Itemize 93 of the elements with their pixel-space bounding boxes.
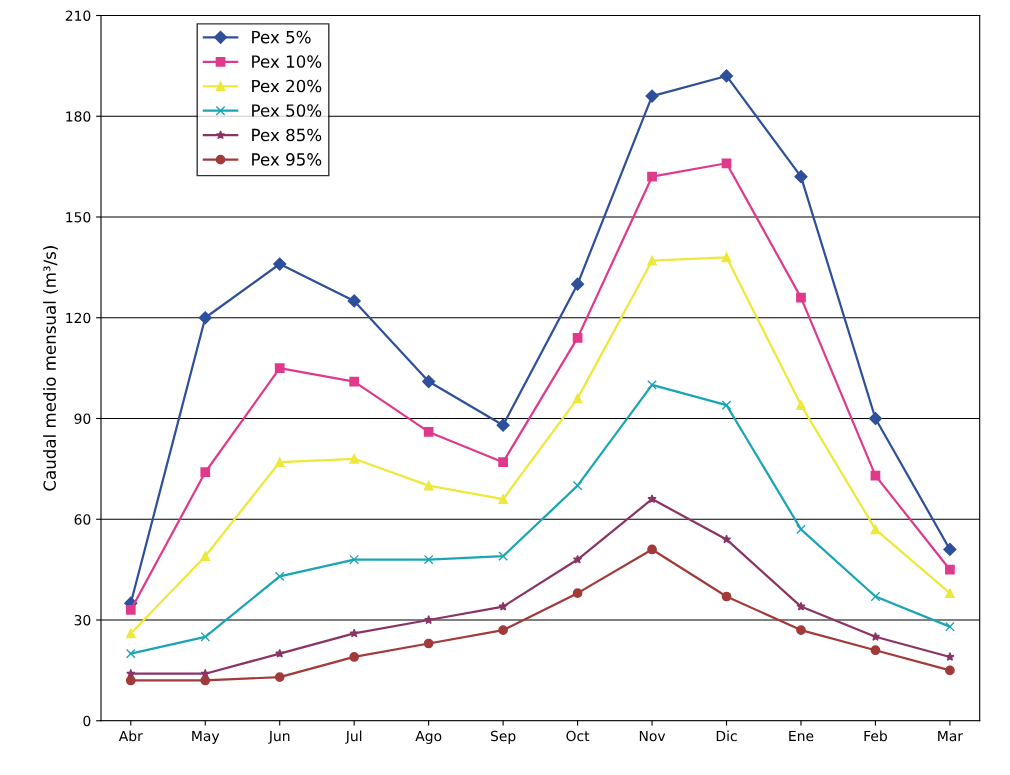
x-tick-label: Mar	[938, 730, 964, 742]
x-tick-label: Ene	[789, 730, 814, 742]
x-tick-label: Ago	[415, 730, 442, 744]
x-tick-label: Jul	[345, 730, 362, 744]
point	[719, 69, 734, 83]
point	[647, 255, 657, 266]
point	[349, 554, 360, 565]
point	[349, 376, 360, 387]
point	[498, 551, 508, 562]
x-tick-label: Sep	[490, 730, 516, 744]
point	[647, 171, 657, 182]
point	[125, 605, 136, 615]
x-tick-label: Abr	[118, 730, 143, 742]
point	[200, 467, 211, 478]
x-tick-label: Oct	[566, 730, 590, 742]
y-tick-label: 210	[65, 10, 91, 21]
point	[349, 652, 360, 662]
y-tick-label: 30	[74, 614, 91, 626]
point	[274, 672, 285, 682]
point	[200, 675, 211, 686]
point	[570, 277, 585, 291]
point	[796, 292, 806, 303]
point	[349, 453, 360, 464]
point	[647, 494, 657, 504]
point	[273, 257, 287, 271]
point	[275, 648, 285, 658]
point	[200, 551, 211, 562]
y-tick-label: 180	[66, 111, 91, 122]
point	[870, 524, 881, 535]
y-tick-label: 150	[66, 211, 91, 223]
point	[945, 621, 955, 632]
point	[945, 564, 955, 575]
point	[125, 628, 136, 639]
point	[870, 631, 881, 641]
point	[496, 418, 510, 432]
point	[572, 554, 583, 564]
y-tick-label: 0	[83, 715, 91, 727]
point	[572, 333, 583, 343]
point	[422, 374, 436, 389]
x-tick-label: Nov	[639, 730, 666, 742]
point	[423, 615, 434, 625]
legend-label: Pex 20%	[252, 79, 322, 93]
point	[498, 625, 508, 635]
point	[498, 494, 508, 504]
point	[347, 294, 361, 308]
point	[721, 534, 732, 544]
point	[796, 524, 806, 535]
point	[945, 665, 955, 676]
point	[572, 480, 583, 491]
point	[943, 542, 957, 557]
legend-label: Pex 10%	[252, 55, 322, 68]
point	[572, 588, 583, 598]
legend-label: Pex 95%	[252, 153, 322, 166]
y-tick-label: 90	[74, 413, 91, 424]
point	[274, 457, 285, 468]
y-tick-label: 120	[66, 312, 91, 324]
point	[868, 411, 883, 426]
point	[198, 311, 212, 325]
point	[721, 400, 732, 410]
point	[423, 638, 434, 649]
point	[645, 89, 659, 103]
point	[423, 480, 434, 491]
point	[945, 588, 955, 598]
x-tick-label: May	[192, 730, 220, 744]
point	[796, 400, 806, 410]
point	[721, 252, 732, 263]
point	[274, 363, 285, 373]
point	[796, 625, 806, 635]
legend-label: Pex 5%	[252, 30, 311, 44]
y-axis-title: Caudal medio mensual (m³/s)	[43, 246, 58, 491]
x-tick-label: Dic	[716, 730, 737, 742]
point	[200, 631, 211, 642]
point	[274, 571, 285, 582]
x-tick-label: Jun	[268, 730, 290, 744]
point	[349, 628, 359, 638]
point	[945, 652, 955, 662]
point	[423, 554, 434, 565]
point	[721, 591, 732, 602]
point	[794, 170, 808, 184]
point	[498, 457, 508, 468]
point	[870, 591, 881, 602]
y-tick-label: 60	[74, 514, 91, 525]
point	[647, 544, 657, 555]
point	[125, 675, 136, 686]
point	[572, 393, 583, 404]
legend-label: Pex 50%	[252, 104, 322, 117]
point	[721, 158, 732, 169]
legend-label: Pex 85%	[252, 128, 322, 142]
point	[423, 427, 434, 437]
point	[125, 648, 136, 659]
x-tick-label: Feb	[864, 730, 887, 742]
point	[870, 645, 881, 656]
point	[647, 380, 657, 390]
